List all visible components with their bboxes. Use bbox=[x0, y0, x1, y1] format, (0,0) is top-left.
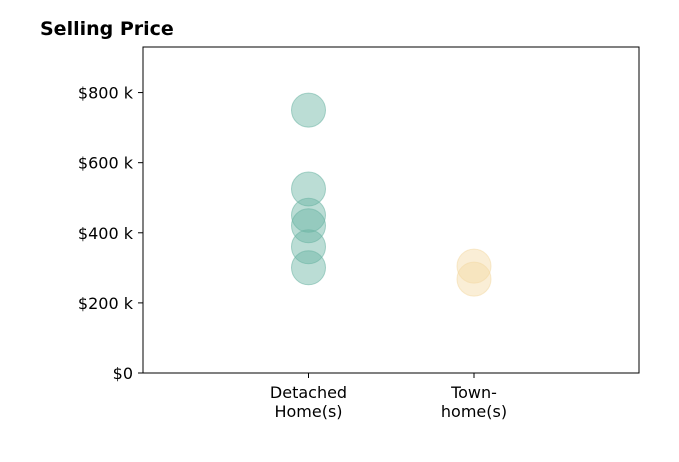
y-tick-label-2: $400 k bbox=[78, 224, 134, 243]
y-tick-label-0: $0 bbox=[113, 364, 133, 383]
x-tick-label-0-line-1: Home(s) bbox=[274, 402, 342, 421]
data-point-0-0 bbox=[291, 92, 326, 128]
data-point-0-3 bbox=[291, 208, 326, 244]
data-point-0-1 bbox=[291, 171, 326, 207]
data-points bbox=[291, 92, 492, 297]
data-point-0-5 bbox=[291, 250, 326, 286]
y-tick-label-3: $600 k bbox=[78, 154, 134, 173]
y-tick-label-1: $200 k bbox=[78, 294, 134, 313]
plot-frame bbox=[142, 46, 640, 374]
y-axis: $0 $200 k $400 k $600 k $800 k bbox=[78, 84, 143, 383]
data-point-0-2 bbox=[291, 197, 326, 233]
x-tick-label-1-line-0: Town- bbox=[450, 383, 497, 402]
x-tick-label-1-line-1: home(s) bbox=[441, 402, 507, 421]
data-point-1-0 bbox=[456, 248, 492, 284]
data-point-1-1 bbox=[456, 261, 492, 297]
y-tick-label-4: $800 k bbox=[78, 84, 134, 103]
x-tick-label-0-line-0: Detached bbox=[270, 383, 347, 402]
chart-title: Selling Price bbox=[40, 18, 174, 40]
data-point-0-4 bbox=[291, 229, 326, 265]
